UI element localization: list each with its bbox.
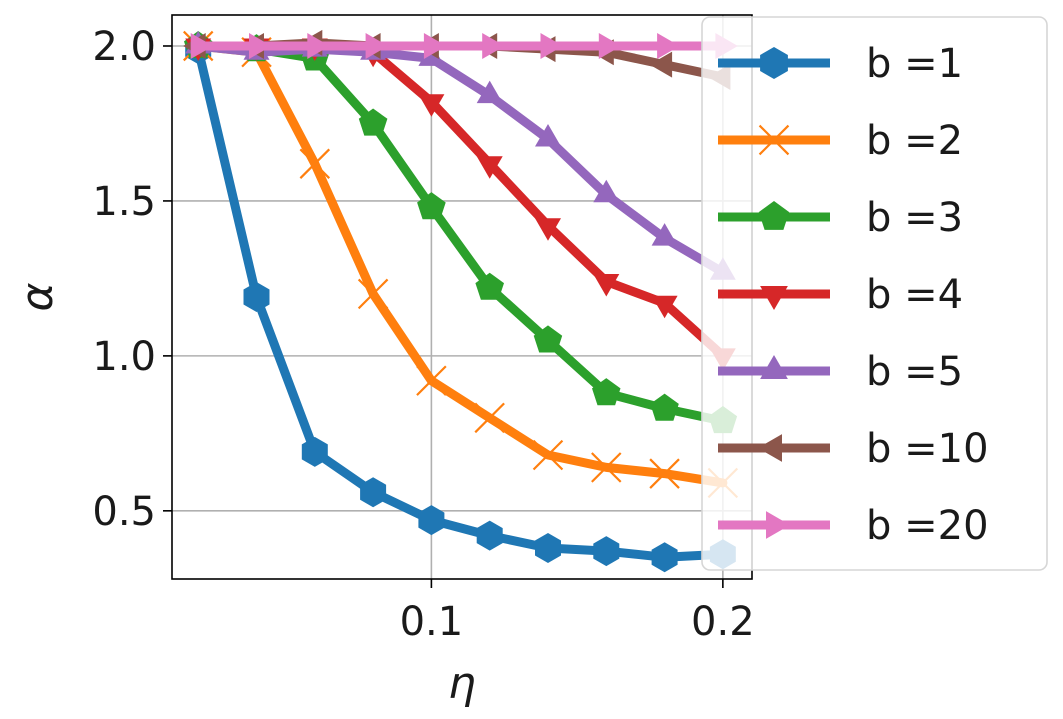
data-point [365,33,389,59]
data-point [423,33,447,59]
legend-item: b =10 [718,426,989,472]
legend-item: b =20 [718,503,989,549]
legend-label: b =5 [866,349,963,395]
legend-box [701,16,1048,571]
series-line [193,44,728,562]
data-point [592,378,621,406]
y-tick-label: 2.0 [92,24,156,70]
data-point [474,402,505,434]
data-point [535,533,561,563]
series-2 [183,30,739,499]
data-point [417,192,446,220]
data-point [593,274,620,297]
legend-item: b =3 [718,195,963,241]
data-point [535,124,561,147]
legend-marker [766,511,790,539]
data-point [482,33,505,59]
data-point [418,505,445,536]
legend: b =1 b =2 b =3 b =4 b =5 b =10 b =20 [701,16,1048,571]
data-point [591,452,622,483]
legend-marker [758,124,790,156]
data-point [533,325,563,353]
data-point [360,477,387,508]
data-point [301,436,328,467]
data-point [249,33,272,59]
legend-marker [760,355,788,379]
data-point [358,108,388,136]
legend-label: b =20 [866,503,989,549]
data-point [190,33,214,59]
legend-label: b =2 [866,118,963,164]
x-tick-label: 0.2 [691,599,755,645]
data-point [476,520,503,551]
y-tick-label: 0.5 [92,489,156,535]
data-point [357,278,389,310]
data-point [657,33,680,59]
legend-label: b =1 [866,41,963,87]
data-point [535,218,561,241]
data-point [540,33,563,59]
data-point [651,295,678,319]
data-point [593,179,620,203]
data-point [649,458,680,489]
series-line [193,41,728,277]
data-point [418,94,445,117]
legend-item: b =5 [718,349,963,395]
x-axis-label: η [448,658,476,709]
y-tick-label: 1.0 [92,334,156,380]
data-point [307,33,330,59]
axis-ticks: 0.5 1.0 1.5 2.0 0.1 0.2 [92,24,754,645]
data-point [475,272,504,300]
series-line [193,41,728,488]
legend-marker [758,434,782,462]
series-lines [183,29,739,573]
legend-marker [760,286,788,310]
series-line [193,41,728,426]
legend-item: b =4 [718,272,963,318]
legend-label: b =3 [866,195,963,241]
data-point [649,51,673,78]
data-point [243,282,270,312]
legend-label: b =10 [866,426,989,472]
y-axis-label: α [12,282,63,311]
legend-item: b =1 [718,41,963,87]
y-tick-label: 1.5 [92,179,156,225]
data-point [593,536,620,567]
legend-marker [760,47,788,79]
legend-label: b =4 [866,272,963,318]
data-point [476,156,503,179]
legend-item: b =2 [718,118,963,164]
data-point [650,393,679,421]
data-point [532,439,564,471]
data-point [598,33,622,59]
x-tick-label: 0.1 [400,599,464,645]
data-point [651,542,678,573]
data-point [476,80,503,104]
data-point [651,223,678,246]
data-point [416,365,447,396]
legend-marker [758,201,790,230]
data-point [299,148,331,179]
